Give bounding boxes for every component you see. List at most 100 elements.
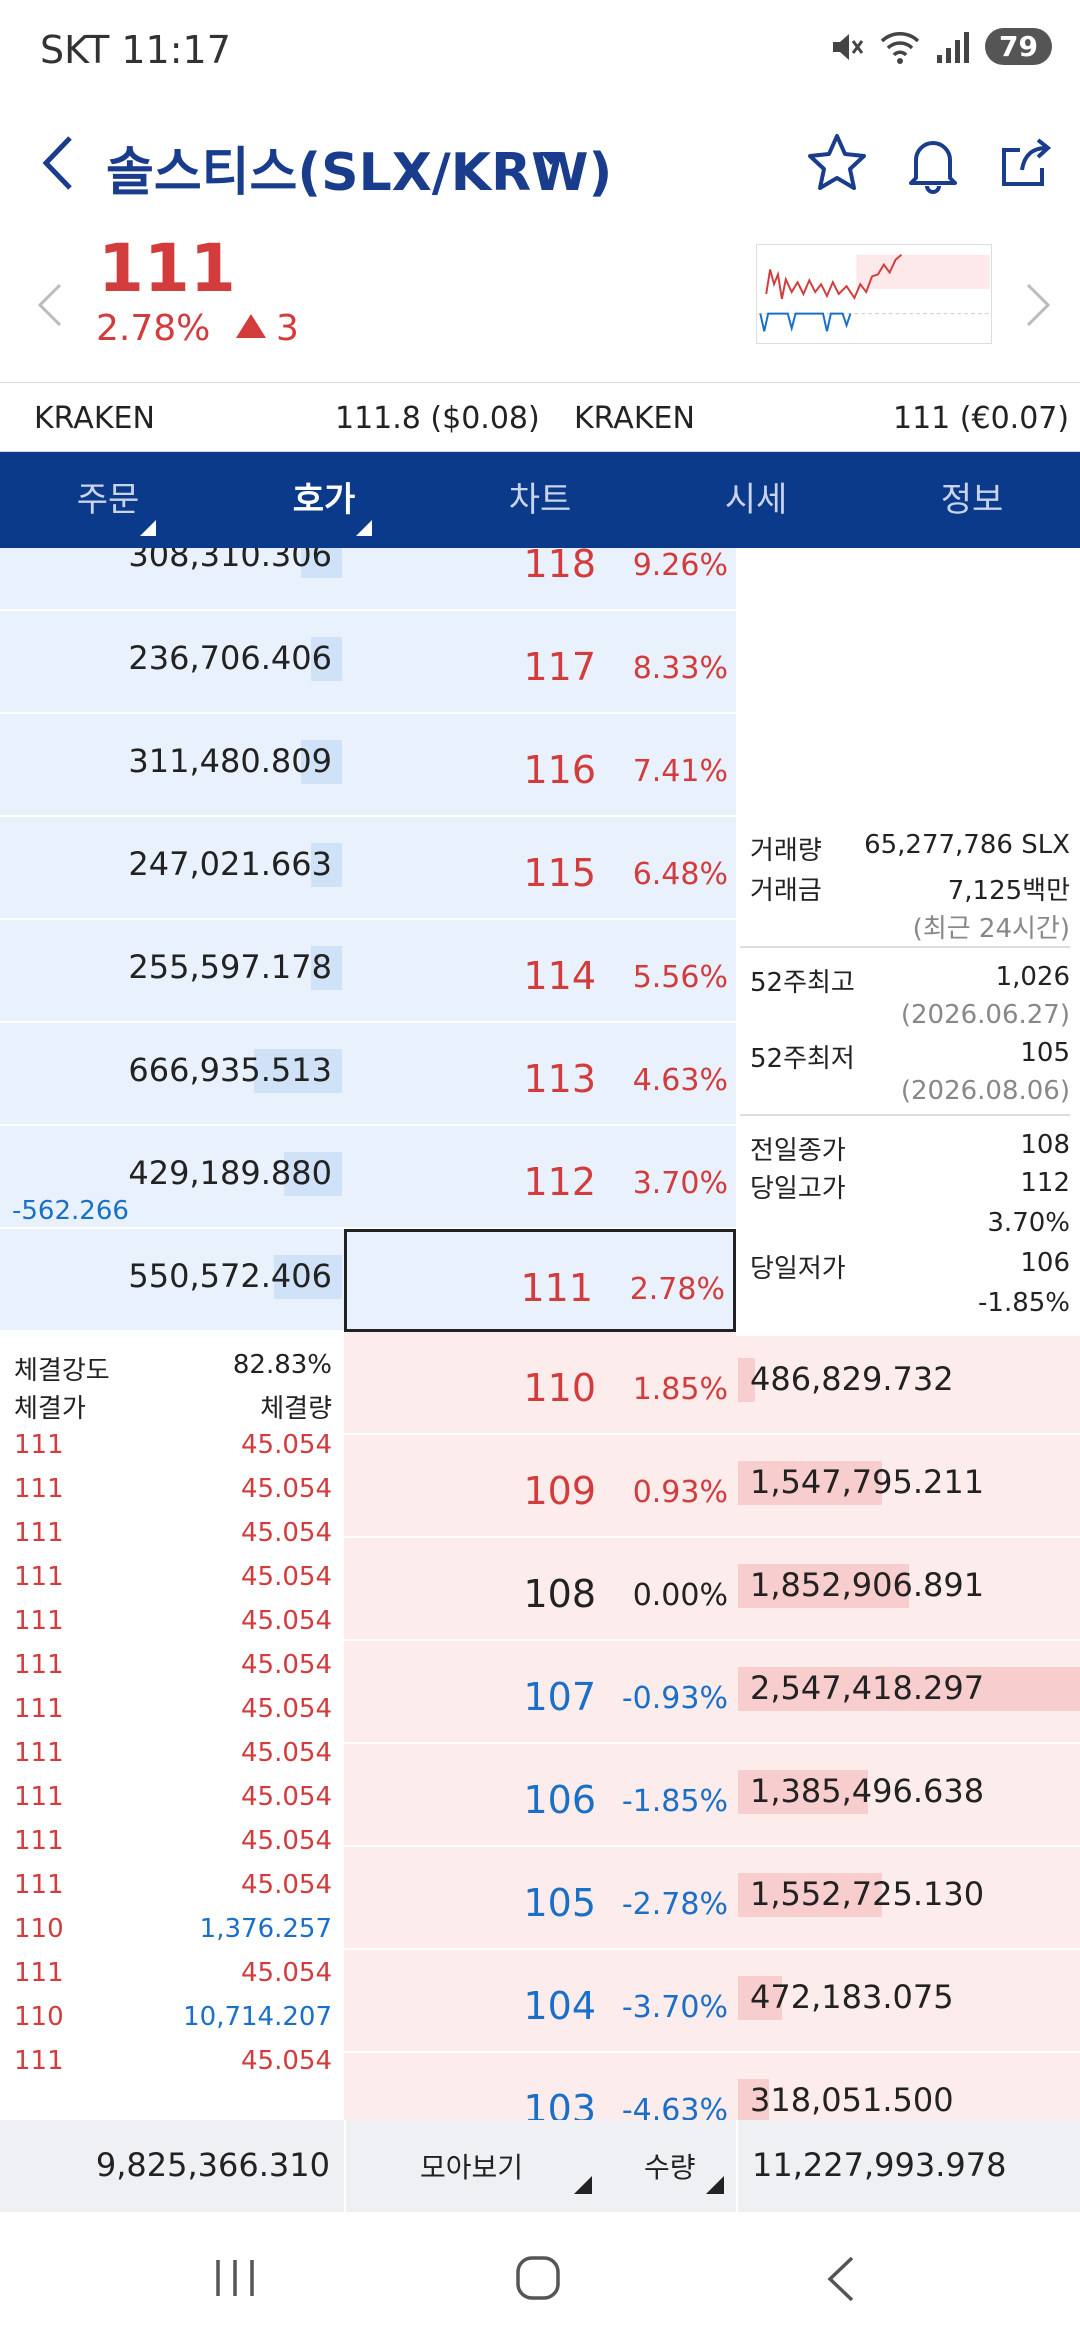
bid-price-row[interactable]: 106 -1.85% [344, 1744, 736, 1847]
ask-price-row[interactable]: 113 4.63% [344, 1023, 736, 1126]
ask-row[interactable]: 429,189.880 -562.266 [0, 1126, 344, 1229]
bid-volume-bar [738, 1770, 868, 1814]
day-high-pct: 3.70% [987, 1208, 1070, 1238]
bid-row[interactable]: 2,547,418.297 [736, 1641, 1080, 1744]
bid-price-row[interactable]: 103 -4.63% [344, 2053, 736, 2120]
bid-row[interactable]: 1,385,496.638 [736, 1744, 1080, 1847]
bid-quantity: 1,852,906.891 [750, 1566, 985, 1604]
bid-percent: -2.78% [621, 1887, 728, 1922]
ask-quantity: 666,935.513 [128, 1051, 332, 1089]
tab-market[interactable]: 시세 [648, 452, 864, 548]
exchange-value-1: 111.8 ($0.08) [335, 401, 540, 436]
page-title[interactable]: 솔스티스(SLX/KRW) [106, 143, 613, 203]
bid-percent: -3.70% [621, 1990, 728, 2025]
ask-volume-bar [284, 1152, 342, 1196]
ask-row[interactable]: 255,597.178 [0, 920, 344, 1023]
ask-row[interactable]: 308,310.306 [0, 548, 344, 611]
bid-volume-bar [738, 1461, 882, 1505]
ask-price: 117 [523, 645, 596, 689]
low52-value: 105 [1020, 1038, 1070, 1068]
trade-price: 111 [14, 1562, 64, 1592]
status-time: SKT 11:17 [40, 28, 231, 72]
ask-price-row[interactable]: 117 8.33% [344, 611, 736, 714]
trade-list: 체결강도 82.83% 체결가 체결량 111 45.054 111 45.054 11… [0, 1338, 344, 2120]
bid-price: 105 [523, 1881, 596, 1925]
amount-label: 거래금 [750, 876, 822, 906]
trade-qty: 45.054 [241, 1430, 332, 1460]
ask-percent: 5.56% [632, 960, 728, 995]
ask-quantity: 247,021.663 [128, 845, 332, 883]
qty-toggle-button[interactable]: 수량 [644, 2151, 696, 2184]
bid-row[interactable]: 1,547,795.211 [736, 1435, 1080, 1538]
ask-price-row[interactable]: 112 3.70% [344, 1126, 736, 1229]
trade-price: 111 [14, 1518, 64, 1548]
ask-price-row[interactable]: 115 6.48% [344, 817, 736, 920]
ask-row[interactable]: 236,706.406 [0, 611, 344, 714]
ask-quantity: 308,310.306 [128, 548, 332, 574]
bid-row[interactable]: 318,051.500 [736, 2053, 1080, 2120]
tab-orderbook-label: 호가 [292, 480, 356, 520]
dropdown-caret-icon[interactable] [540, 152, 562, 165]
bid-price-row[interactable]: 104 -3.70% [344, 1950, 736, 2053]
day-low-pct: -1.85% [978, 1288, 1070, 1318]
bid-row[interactable]: 1,852,906.891 [736, 1538, 1080, 1641]
home-icon[interactable] [514, 2254, 562, 2302]
recent-apps-icon[interactable] [210, 2256, 260, 2300]
exchange-name-1: KRAKEN [34, 401, 155, 436]
trade-qty: 45.054 [241, 1606, 332, 1636]
order-book[interactable]: 308,310.306 236,706.406 311,480.809 247,021… [0, 548, 1080, 2120]
tab-orderbook[interactable]: 호가 [216, 452, 432, 548]
info-panel: 거래량 65,277,786 SLX 거래금 7,125백만 (최근 24시간)… [736, 548, 1080, 1336]
bid-price-row[interactable]: 107 -0.93% [344, 1641, 736, 1744]
bid-price: 108 [523, 1572, 596, 1616]
nav-back-icon[interactable] [822, 2254, 862, 2304]
ask-volume-bar [311, 946, 342, 990]
bid-price-row[interactable]: 105 -2.78% [344, 1847, 736, 1950]
change-percent: 2.78% [96, 308, 211, 349]
ask-price-row[interactable]: 114 5.56% [344, 920, 736, 1023]
ask-row[interactable]: 311,480.809 [0, 714, 344, 817]
tab-info[interactable]: 정보 [864, 452, 1080, 548]
tab-order[interactable]: 주문 [0, 452, 216, 548]
bid-price: 106 [523, 1778, 596, 1822]
ask-row[interactable]: 666,935.513 [0, 1023, 344, 1126]
trade-price: 111 [14, 1650, 64, 1680]
trade-price: 111 [14, 1430, 64, 1460]
ask-row[interactable]: 550,572.406 [0, 1229, 344, 1332]
trade-price: 111 [14, 1782, 64, 1812]
ask-price: 113 [523, 1057, 596, 1101]
group-view-button[interactable]: 모아보기 [420, 2151, 524, 2184]
sparkline-chart[interactable] [756, 244, 992, 344]
bid-price-row[interactable]: 109 0.93% [344, 1435, 736, 1538]
bid-price: 109 [523, 1469, 596, 1513]
bid-price-row[interactable]: 110 1.85% [344, 1332, 736, 1435]
ask-row[interactable]: 247,021.663 [0, 817, 344, 920]
bell-icon[interactable] [898, 128, 968, 198]
chevron-right-icon[interactable] [1018, 270, 1058, 340]
chevron-left-icon[interactable] [30, 270, 70, 340]
bid-price: 107 [523, 1675, 596, 1719]
bid-volume-bar [738, 1564, 909, 1608]
up-triangle-icon [236, 314, 266, 338]
ask-price-row[interactable]: 111 2.78% [344, 1229, 736, 1332]
trade-price: 111 [14, 1606, 64, 1636]
ask-percent: 2.78% [629, 1272, 725, 1307]
trade-price: 111 [14, 2046, 64, 2076]
bid-price-row[interactable]: 108 0.00% [344, 1538, 736, 1641]
tab-order-label: 주문 [76, 480, 140, 520]
low52-date: (2026.08.06) [900, 1076, 1070, 1106]
ask-percent: 3.70% [632, 1166, 728, 1201]
ask-price-row[interactable]: 116 7.41% [344, 714, 736, 817]
star-icon[interactable] [802, 128, 872, 198]
trade-qty: 45.054 [241, 1870, 332, 1900]
group-corner-icon [574, 2176, 592, 2194]
back-arrow-icon[interactable] [30, 128, 90, 198]
ask-price-row[interactable]: 118 9.26% [344, 548, 736, 611]
bid-row[interactable]: 472,183.075 [736, 1950, 1080, 2053]
bid-row[interactable]: 1,552,725.130 [736, 1847, 1080, 1950]
bid-row[interactable]: 486,829.732 [736, 1332, 1080, 1435]
ask-percent: 7.41% [632, 754, 728, 789]
share-icon[interactable] [992, 128, 1062, 198]
bid-percent: 0.93% [632, 1475, 728, 1510]
tab-chart[interactable]: 차트 [432, 452, 648, 548]
